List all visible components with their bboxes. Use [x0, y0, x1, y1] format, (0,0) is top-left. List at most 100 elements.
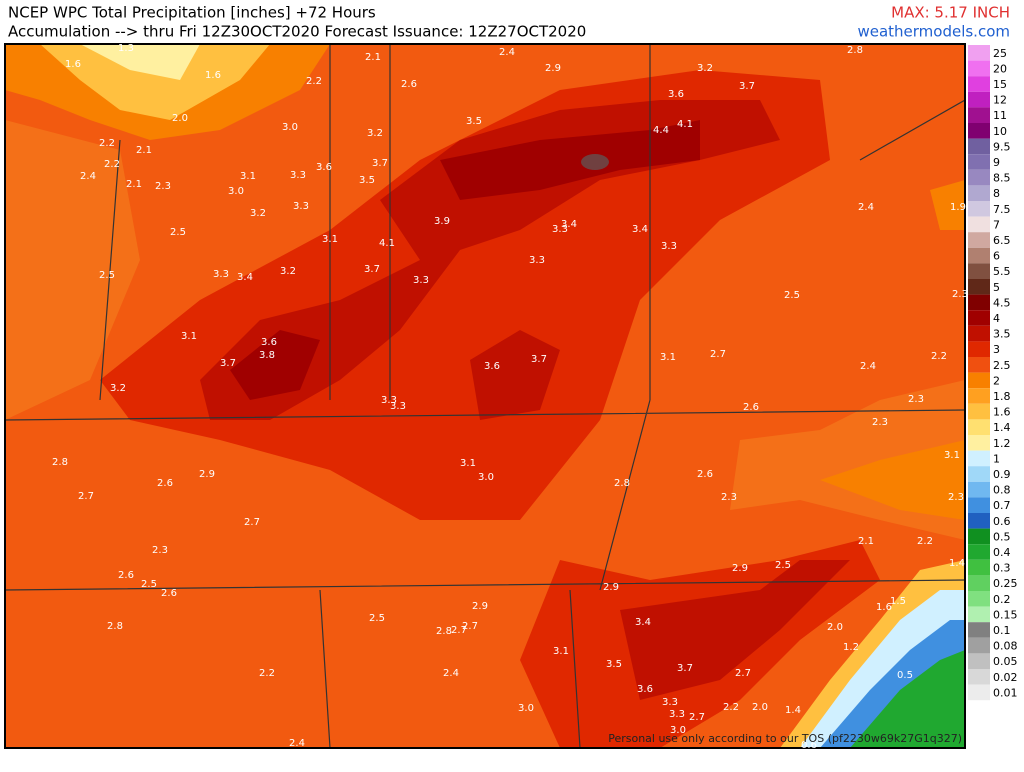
- precip-label: 3.1: [460, 458, 476, 469]
- precip-label: 3.8: [259, 350, 275, 361]
- precip-label: 1.6: [65, 59, 81, 70]
- legend-swatch: [968, 279, 990, 295]
- legend-swatch: [968, 294, 990, 311]
- precip-label: 2.3: [872, 417, 888, 428]
- legend-label: 1.4: [993, 421, 1011, 434]
- legend-label: 5: [993, 281, 1000, 294]
- precip-label: 2.8: [614, 478, 630, 489]
- precip-label: 2.2: [259, 668, 275, 679]
- legend-label: 1.8: [993, 390, 1011, 403]
- legend-swatch: [968, 435, 990, 451]
- precip-label: 3.6: [637, 684, 653, 695]
- precip-label: 3.6: [316, 162, 332, 173]
- legend-swatch: [968, 372, 990, 389]
- precip-label: 3.3: [413, 275, 429, 286]
- precip-label: 3.0: [282, 122, 298, 133]
- precip-label: 2.8: [436, 626, 452, 637]
- precip-label: 2.7: [735, 668, 751, 679]
- precip-label: 2.7: [462, 621, 478, 632]
- precip-label: 2.3: [952, 289, 968, 300]
- precip-label: 2.1: [126, 179, 142, 190]
- precip-label: 3.3: [213, 269, 229, 280]
- precip-label: 3.4: [237, 272, 253, 283]
- legend-label: 9.5: [993, 140, 1011, 153]
- precip-label: 2.0: [752, 702, 768, 713]
- legend-swatch: [968, 528, 990, 545]
- legend-swatch: [968, 138, 990, 155]
- precip-label: 2.5: [775, 560, 791, 571]
- precip-label: 2.9: [545, 63, 561, 74]
- legend-label: 20: [993, 62, 1007, 75]
- precip-label: 3.7: [531, 354, 547, 365]
- precip-label: 3.7: [364, 264, 380, 275]
- precip-label: 3.0: [670, 725, 686, 736]
- legend-swatch: [968, 169, 990, 186]
- precip-label: 4.1: [379, 238, 395, 249]
- precip-label: 2.3: [948, 492, 964, 503]
- precip-label: 3.4: [632, 224, 648, 235]
- precip-label: 3.1: [322, 234, 338, 245]
- legend-swatch: [968, 60, 990, 77]
- precip-label: 2.5: [141, 579, 157, 590]
- legend-swatch: [968, 76, 990, 92]
- legend-swatch: [968, 388, 990, 404]
- legend-label: 1.6: [993, 406, 1011, 419]
- legend-swatch: [968, 450, 990, 467]
- precip-label: 3.0: [228, 186, 244, 197]
- legend-swatch: [968, 669, 990, 685]
- legend-label: 25: [993, 47, 1007, 60]
- precip-label: 3.6: [261, 337, 277, 348]
- legend-swatch: [968, 466, 990, 482]
- precip-label: 3.2: [697, 63, 713, 74]
- precip-label: 1.9: [950, 202, 966, 213]
- legend-label: 10: [993, 125, 1007, 138]
- precip-label: 3.3: [661, 241, 677, 252]
- precip-label: 3.5: [359, 175, 375, 186]
- precip-label: 2.9: [732, 563, 748, 574]
- precip-label: 1.2: [843, 642, 859, 653]
- legend-label: 0.7: [993, 499, 1011, 512]
- legend-label: 15: [993, 78, 1007, 91]
- precip-label: 3.3: [381, 395, 397, 406]
- precip-label: 3.4: [635, 617, 651, 628]
- precip-label: 2.2: [723, 702, 739, 713]
- legend-label: 4.5: [993, 296, 1011, 309]
- precip-label: 2.8: [52, 457, 68, 468]
- precip-label: 2.6: [743, 402, 759, 413]
- legend-label: 0.25: [993, 577, 1018, 590]
- legend-swatch: [968, 123, 990, 139]
- precip-label: 1.3: [118, 43, 134, 54]
- precip-label: 3.1: [944, 450, 960, 461]
- legend-label: 0.4: [993, 546, 1011, 559]
- precip-label: 2.2: [917, 536, 933, 547]
- precip-label: 4.1: [677, 119, 693, 130]
- precip-label: 3.2: [367, 128, 383, 139]
- legend-label: 0.9: [993, 468, 1011, 481]
- precip-label: 2.9: [199, 469, 215, 480]
- site: weathermodels.com: [857, 23, 1010, 41]
- precip-label: 2.4: [289, 738, 305, 749]
- precip-label: 2.7: [78, 491, 94, 502]
- legend-swatch: [968, 357, 990, 373]
- legend-label: 8.5: [993, 172, 1011, 185]
- legend-label: 11: [993, 109, 1007, 122]
- precip-label: 2.8: [107, 621, 123, 632]
- legend-label: 2.5: [993, 359, 1011, 372]
- precip-label: 1.4: [949, 558, 965, 569]
- legend-swatch: [968, 216, 990, 233]
- legend-swatch: [968, 591, 990, 607]
- precip-label: 3.0: [478, 472, 494, 483]
- legend-swatch: [968, 575, 990, 591]
- precip-label: 1.4: [785, 705, 801, 716]
- legend-label: 8: [993, 187, 1000, 200]
- legend-swatch: [968, 606, 990, 623]
- legend-swatch: [968, 403, 990, 420]
- precip-label: 2.2: [306, 76, 322, 87]
- legend-label: 0.1: [993, 624, 1011, 637]
- precip-label: 1.5: [890, 596, 906, 607]
- precip-label: 3.5: [466, 116, 482, 127]
- legend-swatch: [968, 185, 990, 201]
- precip-label: 3.4: [561, 219, 577, 230]
- precip-label: 4.4: [653, 125, 669, 136]
